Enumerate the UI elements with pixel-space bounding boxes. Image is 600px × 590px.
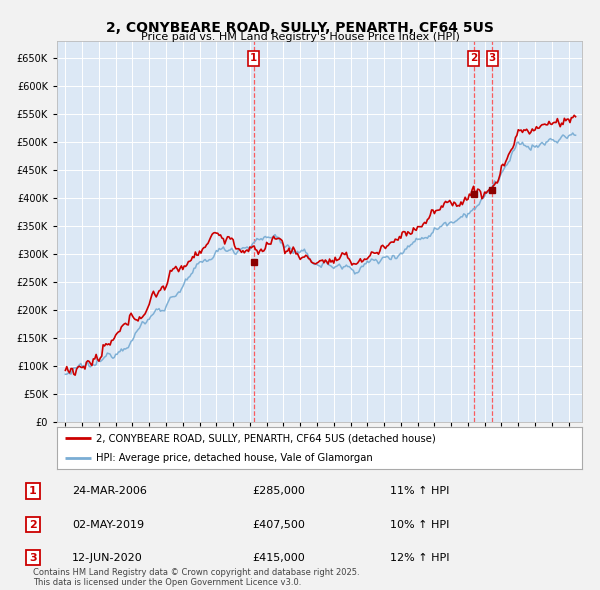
Text: 2: 2 (29, 520, 37, 529)
Text: 10% ↑ HPI: 10% ↑ HPI (390, 520, 449, 529)
Text: 2: 2 (470, 54, 477, 63)
Text: 1: 1 (250, 54, 257, 63)
Text: 12-JUN-2020: 12-JUN-2020 (72, 553, 143, 562)
Text: Price paid vs. HM Land Registry's House Price Index (HPI): Price paid vs. HM Land Registry's House … (140, 32, 460, 42)
Text: 3: 3 (488, 54, 496, 63)
Text: 12% ↑ HPI: 12% ↑ HPI (390, 553, 449, 562)
Text: 11% ↑ HPI: 11% ↑ HPI (390, 486, 449, 496)
Text: £285,000: £285,000 (252, 486, 305, 496)
Text: Contains HM Land Registry data © Crown copyright and database right 2025.
This d: Contains HM Land Registry data © Crown c… (33, 568, 359, 587)
Text: 3: 3 (29, 553, 37, 562)
Text: 2, CONYBEARE ROAD, SULLY, PENARTH, CF64 5US: 2, CONYBEARE ROAD, SULLY, PENARTH, CF64 … (106, 21, 494, 35)
Text: £415,000: £415,000 (252, 553, 305, 562)
Text: 1: 1 (29, 486, 37, 496)
Text: 02-MAY-2019: 02-MAY-2019 (72, 520, 144, 529)
Text: £407,500: £407,500 (252, 520, 305, 529)
Text: HPI: Average price, detached house, Vale of Glamorgan: HPI: Average price, detached house, Vale… (97, 453, 373, 463)
Text: 2, CONYBEARE ROAD, SULLY, PENARTH, CF64 5US (detached house): 2, CONYBEARE ROAD, SULLY, PENARTH, CF64 … (97, 433, 436, 443)
Text: 24-MAR-2006: 24-MAR-2006 (72, 486, 147, 496)
